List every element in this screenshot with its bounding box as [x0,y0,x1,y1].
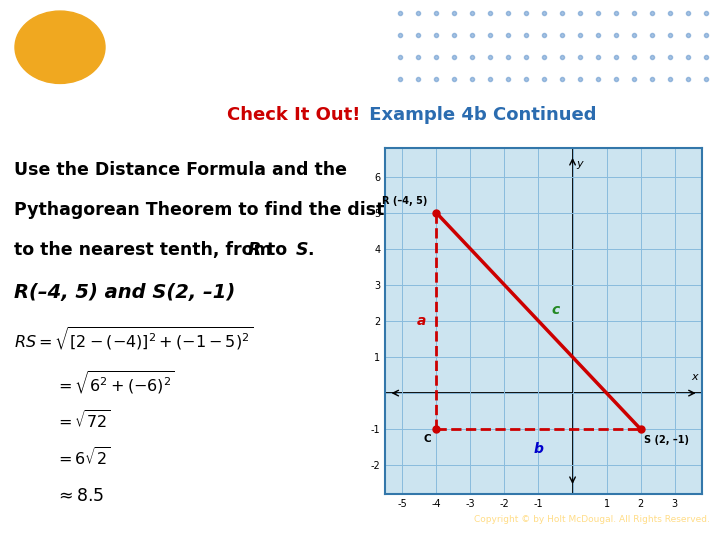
Text: C: C [423,434,431,443]
Text: to the nearest tenth, from: to the nearest tenth, from [14,241,278,259]
Text: b: b [534,442,544,456]
Text: Pythagorean Theorem to find the distance,: Pythagorean Theorem to find the distance… [14,201,437,219]
Text: $= \sqrt{72}$: $= \sqrt{72}$ [55,410,110,432]
Text: $RS = \sqrt{\left[2-\left(-4\right)\right]^2+\left(-1-5\right)^2}$: $RS = \sqrt{\left[2-\left(-4\right)\righ… [14,326,253,353]
Text: Use the Distance Formula and the: Use the Distance Formula and the [14,160,347,179]
Text: Midpoint and Distance: Midpoint and Distance [125,17,372,36]
Text: Copyright © by Holt McDougal. All Rights Reserved.: Copyright © by Holt McDougal. All Rights… [474,515,710,524]
Text: $= 6\sqrt{2}$: $= 6\sqrt{2}$ [55,447,110,469]
Text: y: y [577,159,583,168]
Text: R(–4, 5) and S(2, –1): R(–4, 5) and S(2, –1) [14,282,235,302]
Text: R (–4, 5): R (–4, 5) [382,195,428,206]
Text: in the Coordinate Plane: in the Coordinate Plane [125,55,384,74]
Text: $\approx 8.5$: $\approx 8.5$ [55,487,104,505]
Text: Holt McDougal Geometry: Holt McDougal Geometry [10,512,225,527]
Text: S: S [296,241,308,259]
Text: R: R [248,241,261,259]
Text: to: to [261,241,293,259]
Text: a: a [416,314,426,328]
Text: $= \sqrt{6^2+\left(-6\right)^2}$: $= \sqrt{6^2+\left(-6\right)^2}$ [55,370,175,397]
Text: Check It Out!: Check It Out! [227,106,360,124]
Text: S (2, –1): S (2, –1) [644,435,689,444]
Text: x: x [692,372,698,382]
Ellipse shape [15,11,105,84]
Text: Example 4b Continued: Example 4b Continued [363,106,596,124]
Text: c: c [552,303,559,317]
Text: .: . [307,241,313,259]
